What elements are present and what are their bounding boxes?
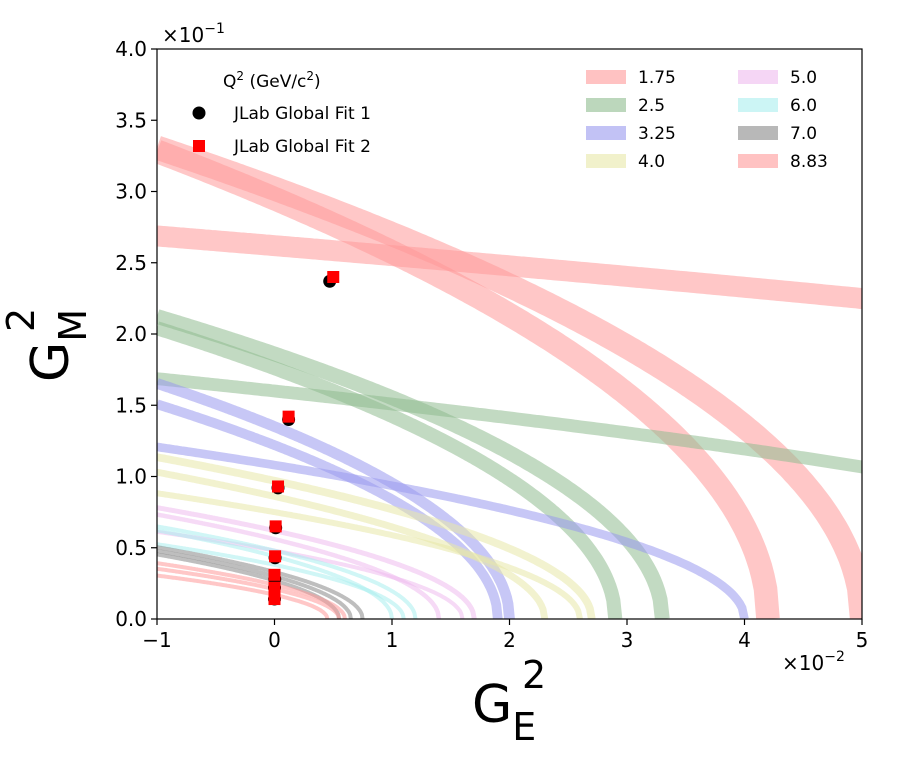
x-tick-label: −1 (142, 628, 171, 652)
y-tick-label: 4.0 (115, 37, 147, 61)
y-tick-label: 0.0 (115, 607, 147, 631)
data-point-fit2 (272, 480, 285, 493)
x-tick-label: 0 (268, 628, 281, 652)
x-tick-label: 3 (621, 628, 634, 652)
legend-label-2.5: 2.5 (638, 96, 665, 116)
band-6.0-curve (157, 524, 418, 619)
x-axis: −1 0 1 2 3 4 5 (142, 619, 868, 652)
legend-swatch-4.0 (586, 154, 626, 168)
legend-swatch-1.75 (586, 70, 626, 84)
band-4.0-curve (157, 490, 583, 619)
legend-label-5.0: 5.0 (790, 68, 817, 88)
y-tick-label: 1.0 (115, 465, 147, 489)
data-point-fit2 (327, 271, 340, 283)
svg-text:GM: GM (21, 309, 95, 382)
x-tick-label: 1 (386, 628, 399, 652)
y-tick-label: 3.5 (115, 108, 147, 132)
x-axis-label: GE (472, 675, 536, 749)
data-point-fit2 (268, 568, 281, 581)
band-7.0-curve (157, 545, 365, 619)
data-point-fit2 (269, 520, 282, 533)
legend-label-3.25: 3.25 (638, 124, 676, 144)
legend-label-7.0: 7.0 (790, 124, 817, 144)
y-tick-label: 2.5 (115, 251, 147, 275)
legend-swatch-6.0 (738, 98, 778, 112)
legend-label-6.0: 6.0 (790, 96, 817, 116)
y-axis: 0.0 0.5 1.0 1.5 2.0 2.5 3.0 3.5 4.0 (115, 37, 157, 631)
y-axis-label: GM 2 (0, 308, 95, 382)
points-legend: Q2 (GeV/c2) JLab Global Fit 1 JLab Globa… (192, 69, 371, 157)
band-5.0-curve (157, 505, 477, 619)
band-3.25-curve (157, 399, 503, 619)
legend-swatch-7.0 (738, 126, 778, 140)
y-tick-label: 1.5 (115, 393, 147, 417)
data-point-fit2 (269, 550, 282, 563)
data-point-fit2 (282, 410, 295, 423)
legend-label-fit1: JLab Global Fit 1 (233, 104, 371, 124)
band-3.25-curve (157, 378, 515, 619)
y-tick-label: 2.0 (115, 322, 147, 346)
band-8.83-curve (157, 561, 347, 619)
band-4.0-curve (157, 468, 549, 619)
data-point-fit2 (268, 581, 281, 594)
legend-swatch-5.0 (738, 70, 778, 84)
svg-text:2: 2 (0, 308, 43, 332)
band-2.5-curve (157, 372, 862, 474)
legend-label-8.83: 8.83 (790, 152, 828, 172)
x-tick-label: 2 (503, 628, 516, 652)
band-8.83-curve (157, 573, 330, 619)
legend-swatch-2.5 (586, 98, 626, 112)
x-multiplier: ×10−2 (782, 649, 845, 675)
x-tick-label: 5 (856, 628, 869, 652)
x-tick-label: 4 (738, 628, 751, 652)
point-layer (268, 271, 340, 606)
band-2.5-curve (157, 321, 623, 619)
y-multiplier: ×10−1 (162, 21, 225, 47)
band-layer (157, 136, 862, 619)
band-7.0-curve (157, 548, 353, 619)
band-1.75-curve (157, 225, 862, 310)
band-3.25-curve (157, 442, 749, 619)
legend-swatch-8.83 (738, 154, 778, 168)
bands-legend: 1.75 2.5 3.25 4.0 5.0 6.0 7.0 8.83 (586, 68, 828, 172)
band-5.0-curve (157, 512, 442, 619)
y-tick-label: 3.0 (115, 180, 147, 204)
band-8.83-curve (157, 566, 342, 619)
legend-swatch-3.25 (586, 126, 626, 140)
band-4.0-curve (157, 453, 596, 619)
legend-label-fit2: JLab Global Fit 2 (233, 137, 371, 157)
legend-marker-fit1 (192, 106, 206, 120)
band-2.5-curve (157, 309, 670, 619)
legend-label-4.0: 4.0 (638, 152, 665, 172)
points-legend-title: Q2 (GeV/c2) (223, 69, 321, 92)
x-axis-label-sup: 2 (522, 653, 546, 697)
y-tick-label: 0.5 (115, 536, 147, 560)
data-point-fit2 (268, 593, 281, 606)
band-1.75-curve (157, 136, 862, 619)
legend-marker-fit2 (193, 140, 205, 152)
legend-label-1.75: 1.75 (638, 68, 676, 88)
